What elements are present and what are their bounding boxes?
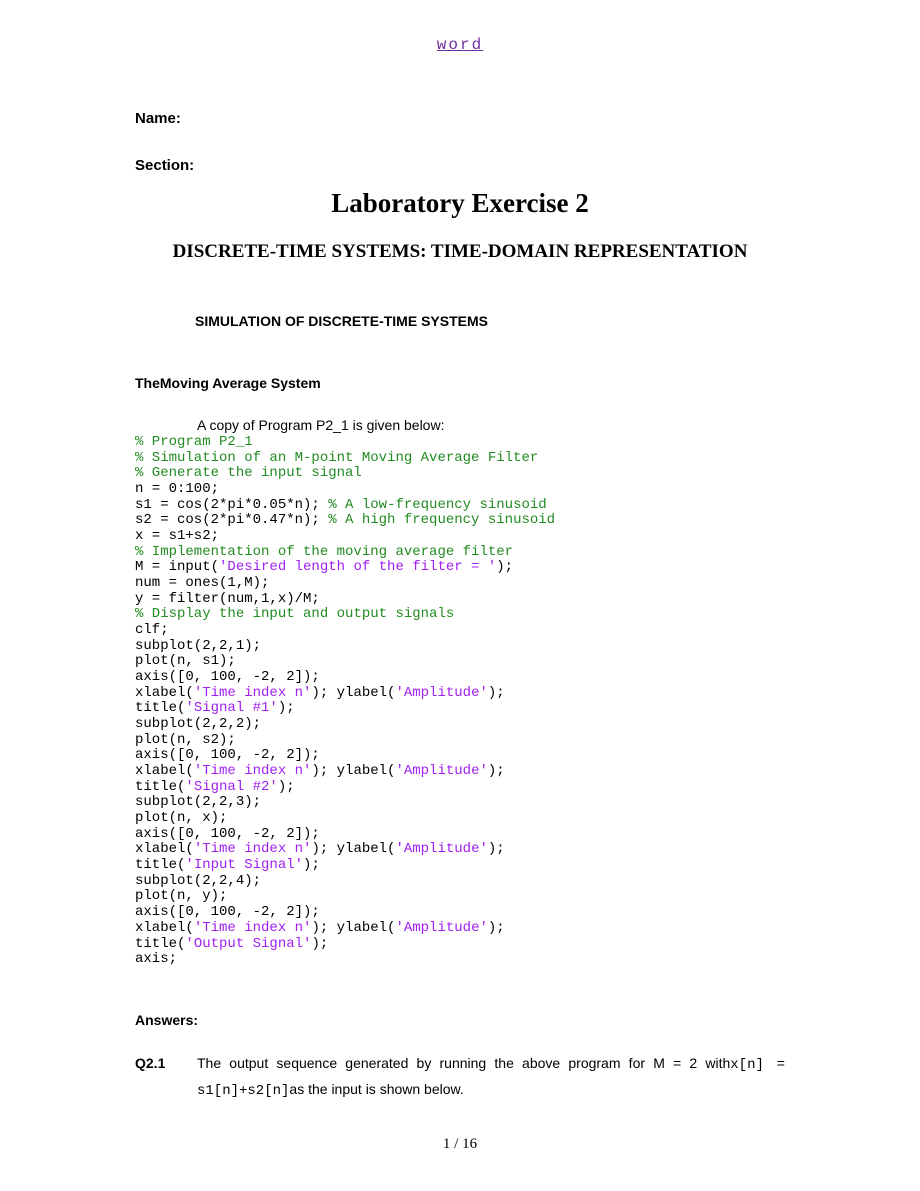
section-label: Section:	[135, 157, 785, 174]
name-label: Name:	[135, 110, 785, 127]
word-link[interactable]: word	[437, 36, 483, 54]
code-block: % Program P2_1% Simulation of an M-point…	[135, 435, 785, 968]
page-footer: 1 / 16	[0, 1136, 920, 1153]
question-number: Q2.1	[135, 1052, 197, 1104]
copy-line: A copy of Program P2_1 is given below:	[197, 417, 785, 433]
page-title: Laboratory Exercise 2	[135, 188, 785, 219]
section-header: SIMULATION OF DISCRETE-TIME SYSTEMS	[195, 313, 785, 329]
question-text-1: The output sequence generated by running…	[197, 1055, 730, 1071]
answers-label: Answers:	[135, 1012, 785, 1028]
subsection-header: TheMoving Average System	[135, 375, 785, 391]
page-subtitle: DISCRETE-TIME SYSTEMS: TIME-DOMAIN REPRE…	[135, 241, 785, 263]
header-link-container: word	[135, 36, 785, 54]
question-text-2: as the input is shown below.	[289, 1081, 463, 1097]
question-text: The output sequence generated by running…	[197, 1052, 785, 1104]
question-line: Q2.1 The output sequence generated by ru…	[135, 1052, 785, 1104]
